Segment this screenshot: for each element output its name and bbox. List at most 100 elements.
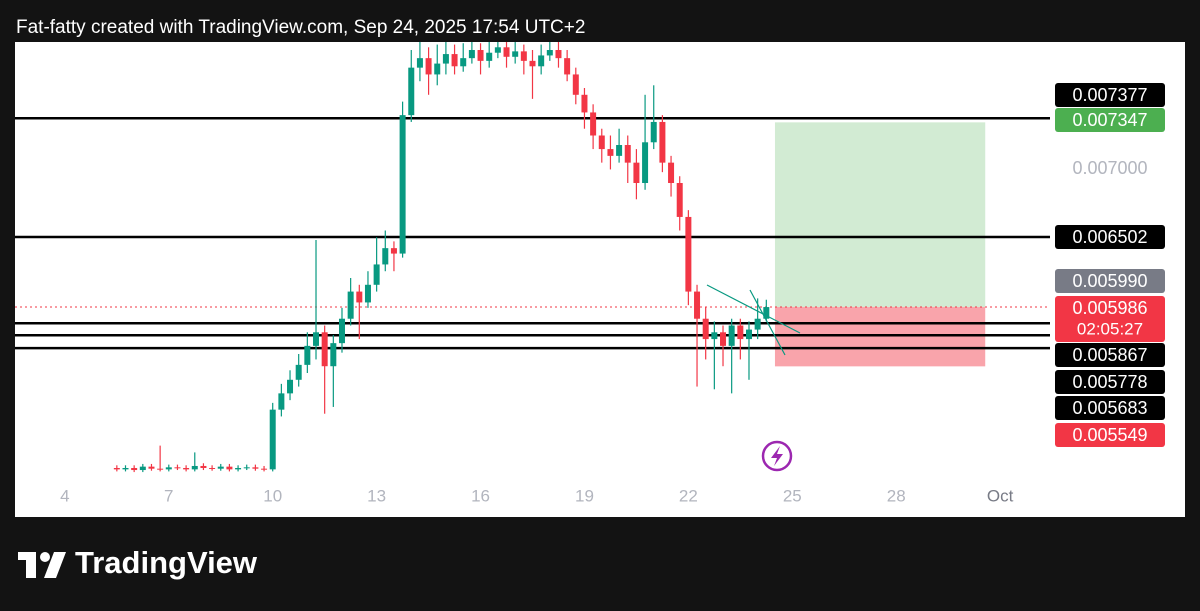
candle-body [390,248,397,254]
candle-body [650,121,657,143]
candle-body [711,332,718,340]
plot [15,42,1050,473]
candle-body [287,379,294,394]
candle-body [598,135,605,150]
stop-loss-zone [774,307,986,367]
candle-body [209,468,216,470]
countdown: 02:05:27 [1077,319,1143,338]
candle-body [131,468,138,471]
x-tick-label: 16 [471,486,490,505]
candle-body [235,468,242,470]
price-label: 0.007377 [1072,85,1147,105]
candle-body [745,329,752,340]
candle-body [520,51,527,61]
candle-body [720,332,727,346]
candle-body [425,58,432,75]
candle-body [728,325,735,346]
x-tick-label: 7 [164,486,173,505]
price-label-box [1055,396,1165,420]
candle-body [694,291,701,319]
candle-body [364,284,371,303]
price-label-box [1055,83,1165,107]
candle-body [434,63,441,75]
candle-body [347,291,354,319]
price-label: 0.005778 [1072,372,1147,392]
candle-body [304,345,311,365]
candle-body [261,468,268,470]
x-tick-label: 13 [367,486,386,505]
x-tick-label: Oct [987,486,1014,505]
candle-body [148,466,155,469]
candle-body [122,468,129,470]
candle-body [338,318,345,344]
price-label-box [1055,343,1165,367]
candle-body [183,468,190,470]
candle-body [486,52,493,61]
candle-body [139,466,146,471]
candle-body [754,318,761,330]
price-label-box [1055,269,1165,293]
candle-body [616,145,623,156]
candle-body [157,468,164,470]
candle-body [538,55,545,67]
price-label: 0.005986 [1072,298,1147,318]
y-tick-label: 0.007000 [1072,158,1147,178]
price-label: 0.005990 [1072,271,1147,291]
candle-body [468,50,475,59]
axes: 4 7 10 13 16 19 22 25 28 Oct 0.007000 0.007377 0.007… [60,83,1165,505]
candle-body [564,58,571,75]
candle-body [382,248,389,265]
x-tick-label: 4 [60,486,69,505]
candle-body [330,343,337,367]
x-tick-label: 10 [263,486,282,505]
candle-body [460,58,467,67]
brand-logo [18,552,66,578]
x-tick-label: 22 [679,486,698,505]
candle-body [642,142,649,184]
candle-body [477,50,484,61]
candle-body [191,465,198,470]
candle-body [546,50,553,56]
price-label: 0.007347 [1072,110,1147,130]
chart-area [15,42,1185,517]
candle-body [200,465,207,469]
candle-body [295,364,302,380]
price-label-box [1055,296,1165,342]
price-label: 0.005867 [1072,345,1147,365]
price-label-box [1055,370,1165,394]
candle-body [313,332,320,346]
candle-body [668,162,675,184]
candle-body [356,291,363,303]
candle-body [581,94,588,113]
brand-name: TradingView [75,545,258,580]
price-label-box [1055,423,1165,447]
take-profit-zone [774,122,986,308]
candle-body [451,54,458,67]
candle-body [174,467,181,469]
candle-body [252,467,259,469]
candle-body [494,47,501,53]
candle-body [399,115,406,254]
candle-body [633,162,640,184]
candle-body [737,325,744,340]
candle-body [607,149,614,156]
candle-body [590,112,597,136]
candle-body [373,264,380,285]
candle-body [659,121,666,163]
x-tick-label: 25 [783,486,802,505]
candle-body [408,67,415,116]
price-label-box [1055,225,1165,249]
price-label: 0.006502 [1072,227,1147,247]
alert-icon [761,440,793,472]
x-tick-label: 19 [575,486,594,505]
price-label-box [1055,108,1165,132]
candle-body [226,466,233,470]
candle-body [442,54,449,64]
candle-body [113,468,120,470]
candle-body [278,393,285,410]
candle-body [165,467,172,470]
price-label: 0.005683 [1072,398,1147,418]
header: Fat-fatty created with TradingView.com, … [16,17,585,38]
price-label: 0.005549 [1072,425,1147,445]
candle-body [763,307,770,319]
